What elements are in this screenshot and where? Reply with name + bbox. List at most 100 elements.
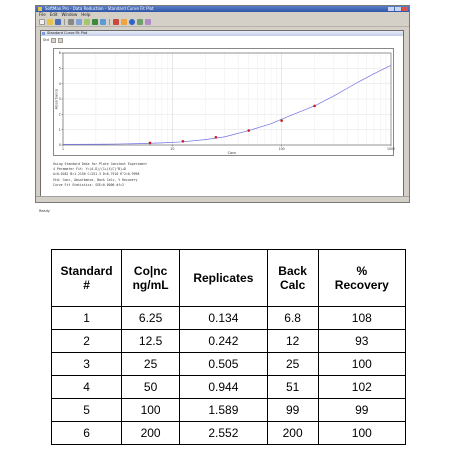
menu-window[interactable]: Window	[61, 12, 78, 17]
cell-conc: 25	[121, 352, 181, 376]
copy-icon[interactable]	[76, 19, 82, 25]
y-tick-label: 2	[59, 112, 61, 116]
info-line: A=0.0282 B=1.2150 C=251.3 D=6.7510 R^2=0…	[53, 172, 140, 177]
app-icon	[38, 7, 42, 11]
cell-recovery: 100	[317, 421, 407, 445]
menu-help[interactable]: Help	[81, 12, 91, 17]
info-line: Curve Fit Statistics: SSE=0.0006 df=2	[53, 182, 125, 187]
x-tick-label: 1000	[387, 147, 395, 151]
cell-replicates: 0.134	[179, 306, 268, 330]
header-recovery: % Recovery	[317, 249, 407, 307]
y-tick-label: 0	[59, 143, 61, 147]
minimize-icon[interactable]	[388, 7, 394, 11]
cell-recovery: 93	[317, 329, 407, 353]
cell-standard: 6	[50, 421, 123, 445]
view-label[interactable]: Std	[43, 38, 49, 42]
cell-conc: 100	[121, 398, 181, 422]
menu-edit[interactable]: Edit	[49, 12, 58, 17]
data-point	[148, 141, 152, 145]
new-icon[interactable]	[39, 19, 45, 25]
table-row: 2 12.5 0.242 12 93	[50, 329, 407, 353]
cell-standard: 4	[50, 375, 123, 399]
data-point	[181, 139, 185, 143]
data-point	[313, 104, 316, 108]
settings-icon[interactable]	[145, 19, 151, 25]
table-row: 6 200 2.552 200 100	[50, 421, 407, 445]
plot-window: Standard Curve Fit Plot Std 1 10 100 1000 0 1…	[40, 30, 404, 198]
table-row: 4 50 0.944 51 102	[50, 375, 407, 399]
cell-conc: 200	[121, 421, 181, 445]
table-row: 1 6.25 0.134 6.8 108	[50, 306, 407, 330]
options-icon[interactable]	[57, 37, 63, 43]
cell-replicates: 2.552	[179, 421, 268, 445]
cell-back-calc: 200	[266, 421, 319, 445]
header-back-calc: Back Calc	[266, 249, 319, 307]
chart-icon[interactable]	[92, 19, 98, 25]
status-text: Ready	[39, 209, 50, 213]
table-icon[interactable]	[100, 19, 106, 25]
y-tick-label: 6	[59, 51, 61, 55]
info-line: Std: Conc, Absorbance, Back Calc, % Reco…	[53, 177, 138, 182]
cell-conc: 50	[121, 375, 181, 399]
cell-standard: 2	[50, 329, 123, 353]
cell-recovery: 108	[317, 306, 407, 330]
title-bar: SoftMax Pro - Data Reduction - Standard …	[36, 6, 409, 12]
maximize-icon[interactable]	[395, 7, 401, 11]
toolbar-divider	[109, 19, 110, 25]
plot-window-title: Standard Curve Fit Plot	[47, 31, 88, 35]
table-row: 3 25 0.505 25 100	[50, 352, 407, 376]
data-point	[280, 119, 283, 122]
plot-window-toolbar: Std	[43, 37, 83, 43]
export-icon[interactable]	[113, 19, 119, 25]
y-axis-label: Absorbance	[55, 89, 59, 110]
open-icon[interactable]	[47, 19, 53, 25]
y-tick-label: 4	[59, 82, 61, 86]
standards-table: Standard # Co|nc ng/mL Replicates Back Calc…	[50, 249, 407, 445]
cell-replicates: 0.505	[179, 352, 268, 376]
status-bar: Ready	[36, 196, 409, 213]
zoom-icon[interactable]	[121, 19, 127, 25]
cell-back-calc: 6.8	[266, 306, 319, 330]
save-icon[interactable]	[55, 19, 61, 25]
table-row: 5 100 1.589 99 99	[50, 398, 407, 422]
info-icon[interactable]	[129, 19, 135, 25]
cell-standard: 1	[50, 306, 123, 330]
cell-replicates: 1.589	[179, 398, 268, 422]
plot-window-icon	[42, 32, 45, 35]
print-icon[interactable]	[68, 19, 74, 25]
fit-curve-line	[62, 64, 392, 145]
cell-back-calc: 25	[266, 352, 319, 376]
menu-bar: File Edit Window Help	[36, 12, 409, 18]
header-standard: Standard #	[50, 249, 123, 307]
cell-standard: 5	[50, 398, 123, 422]
refresh-icon[interactable]	[137, 19, 143, 25]
app-window: SoftMax Pro - Data Reduction - Standard …	[35, 5, 410, 213]
cell-recovery: 100	[317, 352, 407, 376]
info-line: 4 Parameter Fit: Y=(A-D)/(1+(X/C)^B)+D	[53, 167, 126, 172]
cell-conc: 12.5	[121, 329, 181, 353]
menu-file[interactable]: File	[39, 12, 46, 17]
toolbar-divider	[64, 19, 65, 25]
y-tick-label: 1	[59, 128, 61, 132]
x-tick-label: 1	[62, 147, 64, 151]
cell-replicates: 0.944	[179, 375, 268, 399]
x-tick-label: 100	[279, 147, 285, 151]
y-tick-label: 3	[59, 97, 61, 101]
cell-recovery: 102	[317, 375, 407, 399]
y-tick-label: 5	[59, 66, 61, 70]
toolbar	[36, 18, 409, 27]
cell-standard: 3	[50, 352, 123, 376]
paste-icon[interactable]	[84, 19, 90, 25]
window-controls	[388, 7, 408, 11]
x-tick-label: 10	[170, 147, 174, 151]
cell-back-calc: 51	[266, 375, 319, 399]
close-icon[interactable]	[402, 7, 408, 11]
header-conc: Co|nc ng/mL	[121, 249, 181, 307]
dropdown-icon[interactable]	[50, 37, 56, 43]
cell-recovery: 99	[317, 398, 407, 422]
plot-window-titlebar: Standard Curve Fit Plot	[41, 31, 403, 36]
standard-curve-plot: 1 10 100 1000 0 1 2 3 4 5 6 Conc Absorbance	[53, 48, 396, 156]
info-line: Using Standard Data for Plate Constant E…	[53, 162, 148, 166]
x-axis-label: Conc	[228, 151, 237, 155]
